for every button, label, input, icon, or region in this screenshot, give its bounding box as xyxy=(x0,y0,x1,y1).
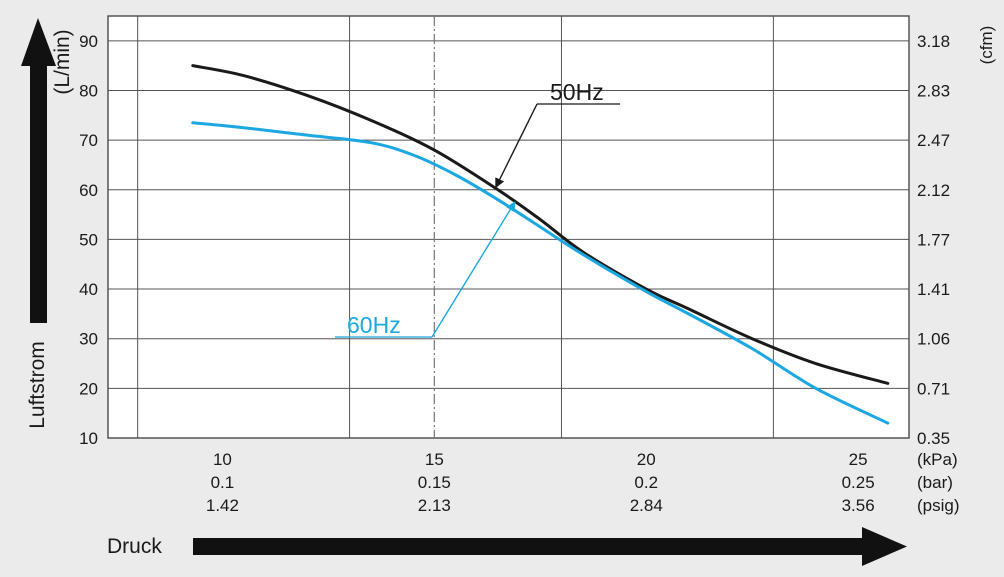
x-tick-label-kpa: 25 xyxy=(849,450,868,469)
grid xyxy=(108,16,909,438)
plot-background xyxy=(107,15,910,439)
y-left-tick-label: 10 xyxy=(79,429,98,448)
y-right-tick-label: 0.35 xyxy=(917,429,950,448)
annotation-60hz: 60Hz xyxy=(335,201,516,338)
y-left-tick-label: 40 xyxy=(79,280,98,299)
x-arrow-head xyxy=(862,527,907,566)
x-tick-label-psig: 2.84 xyxy=(630,496,663,515)
x-unit-label-psig: (psig) xyxy=(917,496,960,515)
y-left-tick-label: 60 xyxy=(79,181,98,200)
series-label-50hz: 50Hz xyxy=(550,79,604,105)
x-unit-label-bar: (bar) xyxy=(917,473,953,492)
y-right-tick-label: 3.18 xyxy=(917,32,950,51)
y-right-tick-label: 2.47 xyxy=(917,131,950,150)
x-tick-label-bar: 0.25 xyxy=(842,473,875,492)
x-tick-label-bar: 0.1 xyxy=(211,473,235,492)
y-right-tick-label: 1.77 xyxy=(917,230,950,249)
y-left-tick-label: 50 xyxy=(79,230,98,249)
x-tick-label-psig: 3.56 xyxy=(842,496,875,515)
y-left-tick-label: 20 xyxy=(79,379,98,398)
x-unit-label-kpa: (kPa) xyxy=(917,450,958,469)
x-tick-label-kpa: 15 xyxy=(425,450,444,469)
y-axis-title: Luftstrom xyxy=(26,341,49,429)
y-right-tick-label: 0.71 xyxy=(917,379,950,398)
tick-labels: 10 20 30 40 50 60 70 80 90 0.35 0.71 1.06 1.41 1.77 2.… xyxy=(79,32,950,515)
x-arrow-shaft xyxy=(193,538,865,555)
x-tick-label-psig: 1.42 xyxy=(206,496,239,515)
y-right-unit-label: (cfm) xyxy=(977,26,996,65)
y-right-tick-label: 1.06 xyxy=(917,330,950,349)
y-arrow-head xyxy=(21,18,56,66)
series-line-50hz xyxy=(191,64,890,385)
y-right-tick-label: 1.41 xyxy=(917,280,950,299)
plot-frame xyxy=(107,15,910,439)
y-right-tick-label: 2.12 xyxy=(917,181,950,200)
series-line-60hz xyxy=(191,121,890,425)
y-left-tick-label: 90 xyxy=(79,32,98,51)
x-tick-label-kpa: 10 xyxy=(213,450,232,469)
x-tick-label-kpa: 20 xyxy=(637,450,656,469)
x-tick-label-psig: 2.13 xyxy=(418,496,451,515)
x-tick-label-bar: 0.2 xyxy=(634,473,658,492)
series-label-60hz: 60Hz xyxy=(347,312,401,338)
y-left-unit-label: (L/min) xyxy=(51,29,74,94)
annotation-arrow-60hz xyxy=(431,201,516,338)
y-right-tick-label: 2.83 xyxy=(917,81,950,100)
y-left-tick-label: 70 xyxy=(79,131,98,150)
annotation-arrow-50hz xyxy=(495,103,538,189)
x-tick-label-bar: 0.15 xyxy=(418,473,451,492)
big-axis-arrows xyxy=(21,18,907,566)
series-annotations: 50Hz 60Hz xyxy=(335,79,620,338)
y-left-tick-label: 30 xyxy=(79,330,98,349)
y-left-tick-label: 80 xyxy=(79,81,98,100)
axis-titles: (L/min) (cfm) Luftstrom Druck (kPa) (bar… xyxy=(26,26,996,558)
y-arrow-shaft xyxy=(30,66,47,323)
x-axis-title: Druck xyxy=(107,535,162,558)
annotation-50hz: 50Hz xyxy=(495,79,620,189)
series-lines xyxy=(191,64,890,425)
